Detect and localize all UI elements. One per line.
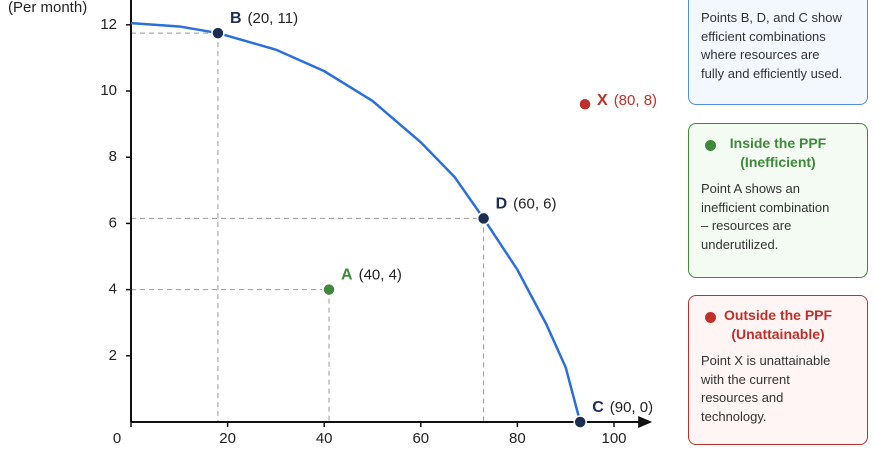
box-text-line: resources and (701, 390, 784, 405)
point-coords: (20, 11) (248, 10, 299, 27)
point-label: C (90, 0) (592, 399, 653, 416)
box-title: Outside the PPF (Unattainable) (701, 306, 855, 344)
point-name: X (597, 92, 608, 109)
point-coords: (40, 4) (359, 267, 402, 284)
point (578, 97, 592, 111)
bullet (705, 140, 716, 151)
point-label: X (80, 8) (597, 92, 657, 109)
x-tick-label: 60 (412, 430, 429, 447)
box-text-line: efficient combinations (701, 28, 826, 44)
box-title-line: Outside the PPF (723, 307, 833, 323)
box-text-line: with the current (701, 371, 790, 387)
box-text-line: inefficient combination (701, 199, 830, 215)
x-axis-arrow (638, 416, 653, 428)
point-coords: (90, 0) (610, 399, 653, 416)
point-name: D (496, 196, 508, 213)
point-label: D (60, 6) (496, 195, 557, 212)
point-coords: (60, 6) (513, 195, 556, 212)
y-tick-label: 2 (109, 347, 117, 364)
box-text-line: fully and efficiently used. (701, 65, 843, 81)
info-box: Outside the PPF (Unattainable) Point X is … (688, 295, 868, 445)
point-name: C (592, 399, 604, 416)
box-text-line: Points B, D, and C show (701, 10, 842, 25)
y-tick-label: 12 (100, 16, 117, 33)
x-tick-label: 0 (113, 430, 121, 447)
x-tick-label: 40 (316, 430, 333, 447)
box-text-line: – resources are (701, 218, 792, 233)
point (573, 415, 587, 429)
point-label: B (20, 11) (230, 10, 298, 27)
ppf-curve (130, 21, 582, 423)
x-tick-label: 80 (509, 430, 526, 447)
box-text-line: technology. (701, 408, 767, 424)
box-text-line: Point X is unattainable (701, 353, 831, 368)
box-title-line: (Unattainable) (731, 326, 825, 342)
bullet (705, 312, 716, 323)
chart: (Per month) 2 4 6 8 10 12 0 20 40 60 80 100 B (20, 11… (8, 0, 657, 447)
y-tick-label: 10 (100, 82, 117, 99)
point-name: B (230, 10, 242, 27)
y-tick-label: 8 (109, 148, 117, 165)
box-text-line: underutilized. (701, 236, 779, 252)
point-coords: (80, 8) (614, 92, 657, 109)
x-tick-label: 20 (219, 430, 236, 447)
point (476, 211, 491, 226)
y-tick-label: 6 (109, 214, 117, 231)
box-title: Inside the PPF (Inefficient) (701, 134, 855, 172)
info-box: Inside the PPF (Inefficient) Point A shows… (688, 123, 868, 278)
box-text-line: Point A shows an (701, 181, 801, 196)
y-tick-label: 4 (109, 281, 117, 298)
box-text-line: where resources are (701, 47, 820, 62)
point-name: A (341, 267, 353, 284)
box-title-line: (Inefficient) (740, 154, 816, 170)
point (322, 282, 336, 297)
point-label: A (40, 4) (341, 267, 402, 284)
info-box: Points B, D, and C show efficient combina… (688, 0, 868, 105)
box-title-line: Inside the PPF (729, 135, 827, 151)
y-axis-label: (Per month) (8, 0, 87, 16)
point (211, 26, 225, 40)
x-tick-label: 100 (601, 430, 626, 447)
